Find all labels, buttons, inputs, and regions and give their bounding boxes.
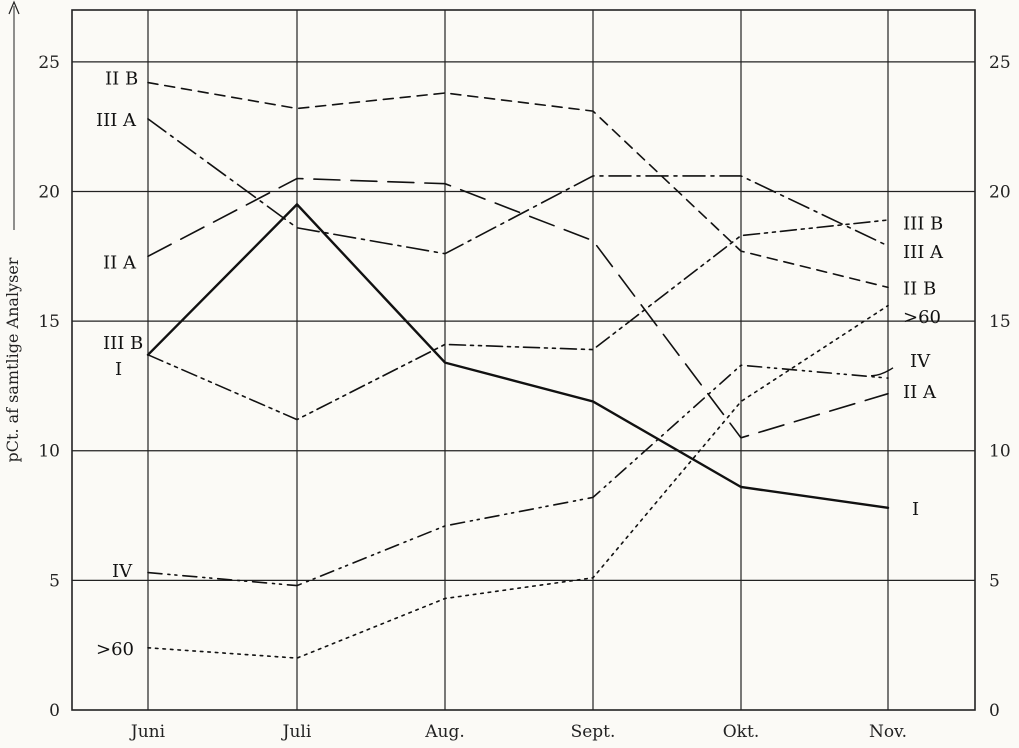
y-tick-label-right: 5 [989, 571, 1000, 591]
series-label-left: II B [105, 68, 138, 89]
series-label-right: I [912, 499, 919, 520]
y-tick-label-right: 25 [989, 53, 1011, 73]
y-tick-label-right: 15 [989, 312, 1011, 332]
x-tick-label: Sept. [571, 722, 616, 742]
y-tick-label-right: 0 [989, 701, 1000, 721]
y-tick-label-left: 15 [38, 312, 60, 332]
series-line [147, 364, 889, 587]
y-tick-label-left: 0 [49, 701, 60, 721]
series-line [146, 202, 890, 509]
series-line [147, 177, 889, 439]
x-tick-label: Juni [129, 722, 166, 742]
series-label-right: II A [903, 382, 937, 403]
series-label-left: IV [112, 561, 133, 582]
series-label-right: II B [903, 278, 936, 299]
y-tick-label-right: 10 [989, 442, 1011, 462]
y-tick-label-left: 20 [38, 182, 60, 202]
plot-frame [71, 9, 976, 711]
series-label-left: II A [103, 252, 137, 273]
y-axis-arrow-head [8, 0, 20, 15]
x-tick-label: Juli [281, 722, 312, 742]
series-label-right: IV [910, 351, 931, 372]
x-tick-label: Nov. [869, 722, 907, 742]
series-label-right: III B [903, 214, 943, 235]
series-label-right: III A [903, 242, 944, 263]
x-tick-label: Aug. [424, 722, 465, 742]
y-tick-label-left: 25 [38, 53, 60, 73]
y-tick-label-left: 10 [38, 442, 60, 462]
series-line [147, 118, 889, 255]
y-tick-label-left: 5 [49, 571, 60, 591]
x-tick-label: Okt. [723, 722, 759, 742]
series-label-right: >60 [903, 307, 941, 328]
y-axis-label: pCt. af samtlige Analyser [3, 257, 22, 462]
series-label-left: III B [103, 333, 143, 354]
series-label-left: >60 [96, 639, 134, 660]
y-tick-label-right: 20 [989, 182, 1011, 202]
series-label-left: III A [96, 110, 137, 131]
series-label-left: I [115, 359, 122, 380]
label-hook [870, 367, 894, 377]
series-line [147, 81, 889, 289]
series-line [147, 219, 889, 421]
series-line [147, 304, 889, 659]
